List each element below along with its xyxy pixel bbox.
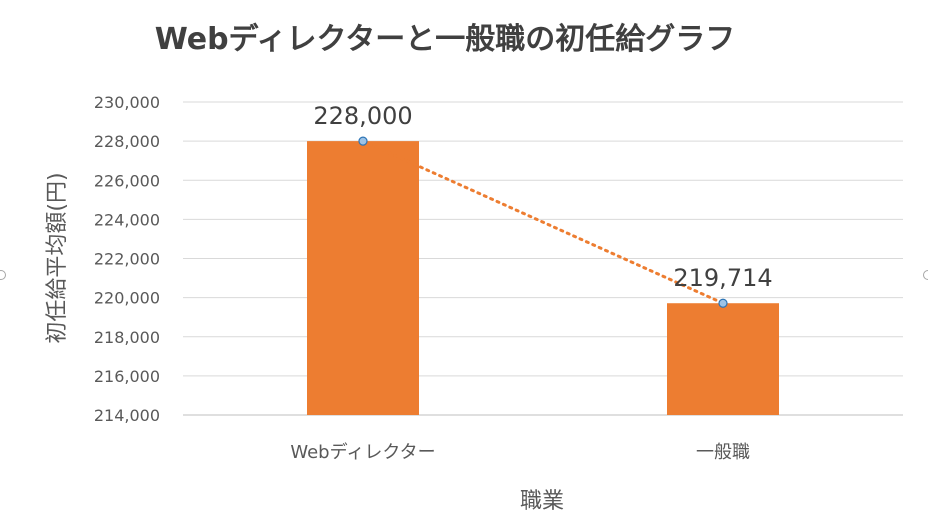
data-label: 228,000 xyxy=(313,102,412,130)
x-axis-title: 職業 xyxy=(519,489,565,514)
left-resize-handle[interactable] xyxy=(0,270,6,280)
bar[interactable] xyxy=(307,141,419,415)
y-tick-label: 224,000 xyxy=(94,210,160,229)
data-point-marker[interactable] xyxy=(358,136,368,146)
data-label: 219,714 xyxy=(673,264,772,292)
bar[interactable] xyxy=(667,303,779,415)
y-tick-label: 216,000 xyxy=(94,367,160,386)
y-tick-label: 214,000 xyxy=(94,406,160,425)
y-tick-label: 226,000 xyxy=(94,171,160,190)
y-tick-label: 228,000 xyxy=(94,132,160,151)
x-category-label: 一般職 xyxy=(696,442,750,463)
y-tick-label: 218,000 xyxy=(94,328,160,347)
y-tick-label: 222,000 xyxy=(94,250,160,269)
y-tick-label: 220,000 xyxy=(94,289,160,308)
data-point-marker[interactable] xyxy=(718,298,728,308)
y-tick-label: 230,000 xyxy=(94,93,160,112)
chart-title: Webディレクターと一般職の初任給グラフ xyxy=(154,22,736,57)
right-resize-handle[interactable] xyxy=(923,270,928,280)
x-category-label: Webディレクター xyxy=(290,442,435,463)
trend-line xyxy=(361,139,725,305)
